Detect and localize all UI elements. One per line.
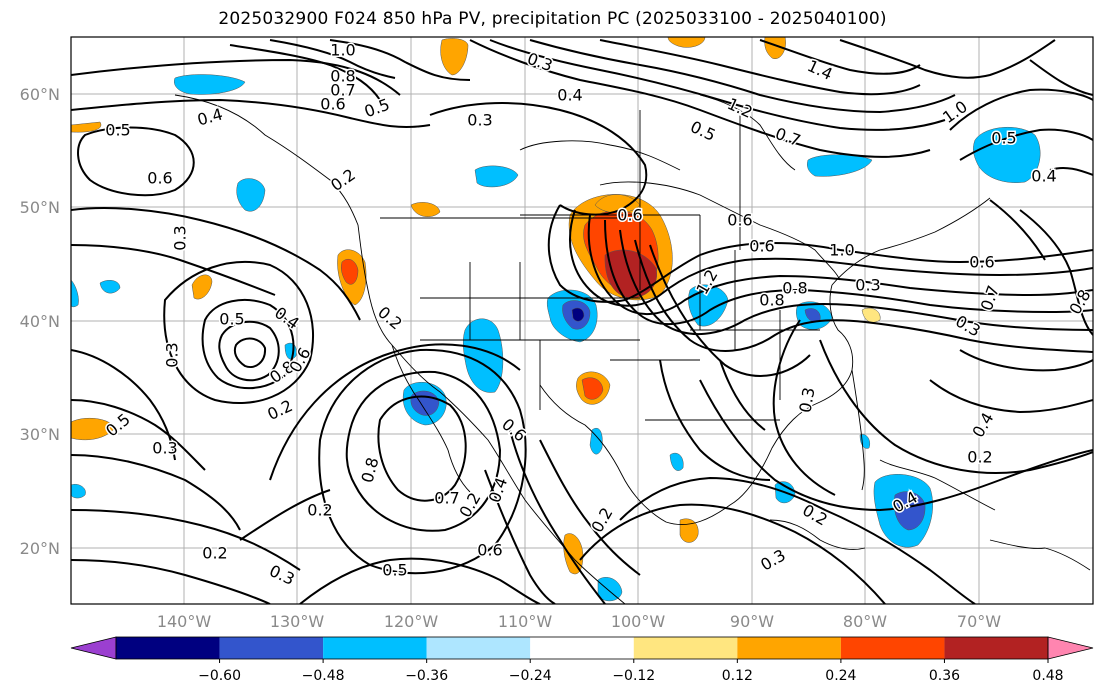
lon-label-70w: 70°W	[957, 612, 1001, 631]
colorbar-arrow-high	[1047, 636, 1094, 660]
contour-label: 0.5	[991, 129, 1016, 148]
contour-label: 0.8	[759, 291, 784, 310]
lat-label-20: 20°N	[20, 539, 60, 558]
map-title: 2025032900 F024 850 hPa PV, precipitatio…	[218, 9, 887, 29]
colorbar-swatch	[116, 637, 220, 659]
colorbar-tick-label: −0.24	[509, 668, 552, 684]
colorbar-tick-label: −0.12	[612, 668, 655, 684]
contour-label: 0.6	[749, 237, 774, 256]
lon-label-110w: 110°W	[498, 612, 553, 631]
colorbar-tick-label: −0.36	[405, 668, 448, 684]
contour-label: 1.0	[829, 241, 854, 260]
contour-label: 0.5	[219, 310, 244, 329]
lon-label-90w: 90°W	[730, 612, 774, 631]
colorbar-swatch	[633, 637, 738, 659]
colorbar-tick-label: −0.48	[302, 668, 345, 684]
lon-label-140w: 140°W	[157, 612, 212, 631]
lat-label-40: 40°N	[20, 312, 60, 331]
contour-label: 0.6	[477, 541, 502, 560]
colorbar-tick-label: 0.12	[722, 668, 753, 684]
colorbar-swatch	[426, 637, 531, 659]
lat-label-60: 60°N	[20, 85, 60, 104]
contour-label: 0.8	[782, 279, 807, 298]
lon-label-120w: 120°W	[384, 612, 439, 631]
contour-label: 0.2	[967, 448, 992, 467]
lon-label-100w: 100°W	[611, 612, 666, 631]
map-frame	[70, 36, 1094, 605]
contour-label: 0.3	[855, 276, 880, 295]
contour-label: 0.5	[382, 561, 407, 580]
colorbar-outline	[115, 636, 1049, 660]
coastlines	[174, 94, 1091, 604]
contour-label: 0.6	[147, 169, 172, 188]
colorbar-tick-label: 0.24	[825, 668, 856, 684]
contour-label: 0.2	[202, 544, 227, 563]
pv-contours	[71, 39, 1093, 604]
colorbar-swatch	[530, 637, 634, 659]
colorbar: −0.60 −0.48 −0.36 −0.24 −0.12 0.12 0.24 0.36 0.4…	[70, 636, 1094, 684]
contour-label: 0.6	[969, 253, 994, 272]
contour-label: 0.6	[320, 95, 345, 114]
gridlines	[71, 37, 1093, 604]
colorbar-swatch	[219, 637, 324, 659]
lat-axis: 60°N 50°N 40°N 30°N 20°N	[20, 85, 60, 558]
lat-label-30: 30°N	[20, 425, 60, 444]
colorbar-tick-label: −0.60	[198, 668, 241, 684]
colorbar-swatch	[737, 637, 841, 659]
contour-label: 1.0	[330, 41, 355, 60]
contour-label: 0.6	[727, 211, 752, 230]
contour-label: 0.3	[171, 225, 190, 250]
contour-label: 0.2	[307, 501, 332, 520]
contour-label: 0.3	[467, 111, 492, 130]
colorbar-swatch	[840, 637, 945, 659]
contour-label: 0.6	[617, 206, 642, 225]
contour-label: 0.3	[152, 439, 177, 458]
lon-label-80w: 80°W	[843, 612, 887, 631]
contour-label: 0.5	[105, 121, 130, 140]
contour-label: 0.7	[434, 489, 459, 508]
lon-axis: 140°W 130°W 120°W 110°W 100°W 90°W 80°W …	[157, 612, 1001, 631]
contour-label: 0.4	[1031, 167, 1056, 186]
contour-label: 0.4	[557, 86, 582, 105]
colorbar-tick-label: 0.36	[929, 668, 960, 684]
colorbar-arrow-low	[70, 636, 117, 660]
colorbar-tick-label: 0.48	[1032, 668, 1063, 684]
contour-label: 0.7	[330, 81, 355, 100]
lon-label-130w: 130°W	[270, 612, 325, 631]
lat-label-50: 50°N	[20, 198, 60, 217]
contour-label: 0.8	[330, 67, 355, 86]
contour-label: 0.3	[163, 342, 182, 367]
colorbar-swatch	[323, 637, 427, 659]
colorbar-swatch	[944, 637, 1048, 659]
